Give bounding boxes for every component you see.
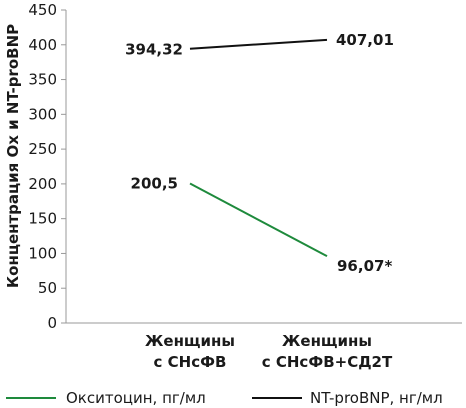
series-line — [189, 38, 328, 50]
x-category-label: Женщины с СНсФВ — [145, 332, 235, 371]
legend-label: NT-proBNP, нг/мл — [310, 389, 443, 407]
y-tick-label: 50 — [38, 279, 57, 297]
y-tick-label: 250 — [28, 140, 57, 158]
x-category-label-line: с СНсФВ+СД2Т — [262, 353, 393, 371]
data-label: 96,07* — [337, 257, 392, 275]
y-tick-label: 150 — [28, 210, 57, 228]
x-category-label-line: Женщины — [282, 332, 372, 350]
y-tick-label: 200 — [28, 175, 57, 193]
y-tick-label: 400 — [28, 36, 57, 54]
data-label: 394,32 — [125, 41, 183, 59]
data-label: 200,5 — [131, 175, 178, 193]
y-tick-label: 350 — [28, 71, 57, 89]
series-line — [189, 182, 328, 258]
series-layer: 200,5 96,07* 394,32 407,01 — [125, 31, 394, 275]
y-tick-label: 450 — [28, 1, 57, 19]
data-label: 407,01 — [336, 31, 394, 49]
y-axis: 0 50 100 150 200 250 300 350 400 450 — [28, 1, 67, 332]
x-category-label-line: Женщины — [145, 332, 235, 350]
y-tick-label: 300 — [28, 105, 57, 123]
y-tick-label: 100 — [28, 244, 57, 262]
y-tick-label: 0 — [47, 314, 57, 332]
legend-label: Окситоцин, пг/мл — [66, 389, 206, 407]
legend: Окситоцин, пг/мл NT-proBNP, нг/мл — [6, 389, 443, 407]
x-category-label-line: с СНсФВ — [154, 353, 227, 371]
x-category-label: Женщины с СНсФВ+СД2Т — [262, 332, 393, 371]
y-axis-title: Концентрация Ox и NT-proBNP — [4, 24, 22, 288]
x-axis: Женщины с СНсФВ Женщины с СНсФВ+СД2Т — [66, 322, 462, 371]
